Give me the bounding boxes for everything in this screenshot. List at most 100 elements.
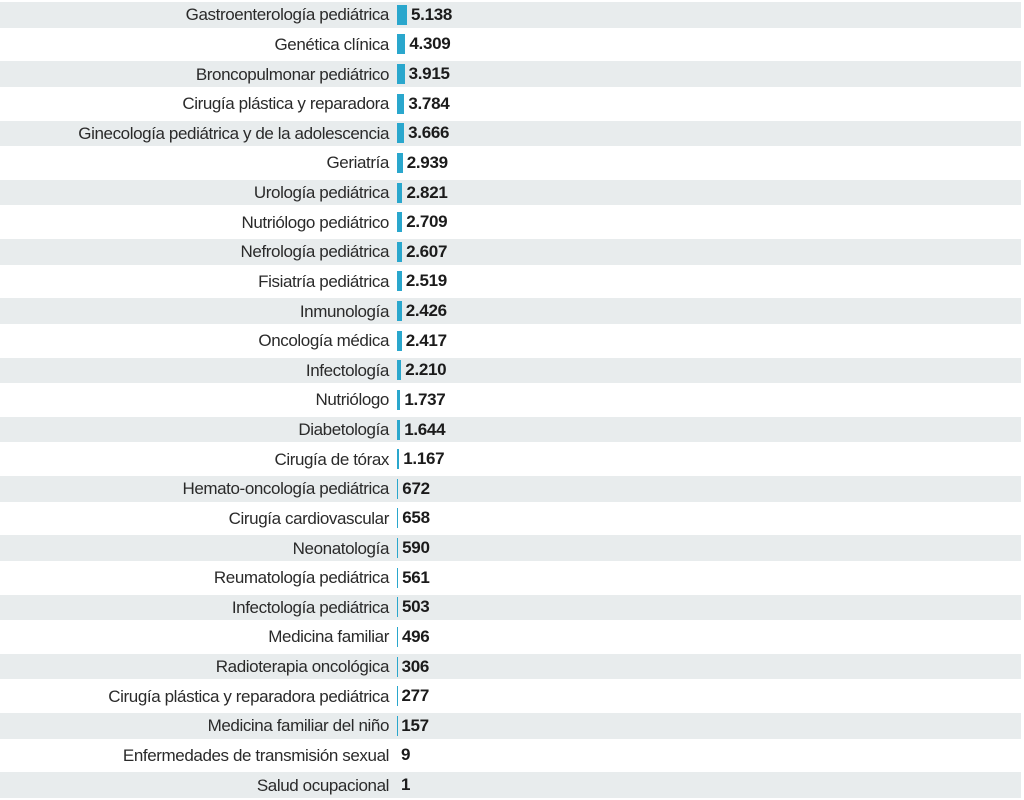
bar	[397, 182, 403, 203]
chart-row: Genética clínica 4.309	[0, 30, 1024, 60]
chart-row: Cirugía de tórax 1.167	[0, 444, 1024, 474]
chart-row: Fisiatría pediátrica 2.519	[0, 267, 1024, 297]
value-label: 658	[402, 508, 430, 528]
chart-row: Reumatología pediátrica 561	[0, 563, 1024, 593]
chart-row: Broncopulmonar pediátrico 3.915	[0, 59, 1024, 89]
chart-row: Inmunología 2.426	[0, 296, 1024, 326]
value-label: 5.138	[411, 4, 453, 24]
category-label: Diabetología	[298, 420, 389, 440]
category-label: Reumatología pediátrica	[213, 568, 389, 588]
category-label: Enfermedades de transmisión sexual	[122, 745, 390, 765]
chart-row: Diabetología 1.644	[0, 415, 1024, 445]
value-label: 1	[401, 775, 411, 795]
value-label: 3.784	[408, 93, 450, 113]
value-label: 3.915	[408, 64, 450, 84]
chart-row: Urología pediátrica 2.821	[0, 178, 1024, 208]
bar	[397, 212, 403, 233]
value-label: 1.737	[404, 389, 446, 409]
value-label: 496	[401, 626, 430, 646]
bar	[397, 449, 400, 470]
value-label: 306	[401, 656, 430, 676]
chart-row: Oncología médica 2.417	[0, 326, 1024, 356]
value-label: 503	[401, 597, 430, 617]
bar	[397, 360, 402, 381]
bar	[397, 567, 399, 588]
category-label: Cirugía cardiovascular	[228, 508, 390, 528]
bar	[397, 4, 407, 25]
value-label: 1.644	[404, 419, 446, 439]
value-label: 2.821	[406, 182, 448, 202]
bar	[397, 508, 399, 529]
value-label: 672	[402, 478, 430, 498]
value-label: 2.709	[406, 212, 448, 232]
chart-row: Hemato-oncología pediátrica 672	[0, 474, 1024, 504]
value-label: 277	[401, 686, 430, 706]
bar	[397, 419, 401, 440]
category-label: Medicina familiar	[268, 627, 389, 647]
value-label: 1.167	[403, 449, 445, 469]
category-label: Geriatría	[326, 153, 389, 173]
category-label: Ginecología pediátrica y de la adolescen…	[78, 123, 389, 143]
category-label: Cirugía de tórax	[274, 449, 389, 469]
bar	[397, 271, 402, 292]
chart-row: Cirugía cardiovascular 658	[0, 504, 1024, 534]
bar	[397, 241, 403, 262]
bar	[397, 478, 399, 499]
category-label: Infectología pediátrica	[231, 597, 390, 617]
bar	[397, 152, 403, 173]
chart-row: Cirugía plástica y reparadora pediátrica…	[0, 681, 1024, 711]
bar	[397, 301, 402, 322]
value-label: 2.210	[405, 360, 447, 380]
chart-row: Enfermedades de transmisión sexual 9	[0, 741, 1024, 771]
chart-row: Medicina familiar 496	[0, 622, 1024, 652]
bar	[397, 538, 399, 559]
chart-row: Ginecología pediátrica y de la adolescen…	[0, 119, 1024, 149]
value-label: 3.666	[408, 123, 450, 143]
chart-row: Cirugía plástica y reparadora 3.784	[0, 89, 1024, 119]
category-label: Genética clínica	[274, 34, 389, 54]
category-label: Fisiatría pediátrica	[258, 271, 389, 291]
bar	[397, 656, 398, 677]
chart-row: Gastroenterología pediátrica 5.138	[0, 0, 1024, 30]
chart-row: Geriatría 2.939	[0, 148, 1024, 178]
bar	[397, 686, 398, 707]
category-label: Urología pediátrica	[253, 183, 389, 203]
chart-row: Nutriólogo 1.737	[0, 385, 1024, 415]
value-label: 590	[402, 538, 430, 558]
category-label: Hemato-oncología pediátrica	[182, 479, 389, 499]
value-label: 157	[401, 715, 429, 735]
bar	[397, 389, 401, 410]
value-label: 4.309	[409, 34, 451, 54]
category-label: Infectología	[305, 360, 390, 380]
category-label: Nutriólogo	[315, 390, 390, 410]
category-label: Gastroenterología pediátrica	[185, 5, 390, 25]
category-label: Oncología médica	[258, 331, 389, 351]
value-label: 2.519	[405, 271, 447, 291]
bar	[397, 64, 405, 85]
bar	[397, 597, 398, 618]
category-label: Nefrología pediátrica	[240, 242, 390, 262]
value-label: 2.417	[405, 330, 447, 350]
chart-row: Infectología 2.210	[0, 356, 1024, 386]
value-label: 9	[401, 745, 411, 765]
chart-row: Neonatología 590	[0, 533, 1024, 563]
value-label: 2.426	[405, 301, 447, 321]
chart-row: Nutriólogo pediátrico 2.709	[0, 207, 1024, 237]
chart-row: Medicina familiar del niño 157	[0, 711, 1024, 741]
value-label: 561	[402, 567, 430, 587]
category-label: Medicina familiar del niño	[207, 716, 390, 736]
value-label: 2.939	[406, 152, 448, 172]
bar	[397, 330, 402, 351]
chart-row: Nefrología pediátrica 2.607	[0, 237, 1024, 267]
chart-row: Radioterapia oncológica 306	[0, 652, 1024, 682]
category-label: Neonatología	[292, 538, 390, 558]
chart-row: Salud ocupacional 1	[0, 770, 1024, 800]
chart-row: Infectología pediátrica 503	[0, 593, 1024, 623]
bar	[397, 34, 406, 55]
category-label: Broncopulmonar pediátrico	[195, 64, 390, 84]
category-label: Radioterapia oncológica	[215, 657, 390, 677]
bar	[397, 626, 398, 647]
category-label: Inmunología	[299, 301, 390, 321]
